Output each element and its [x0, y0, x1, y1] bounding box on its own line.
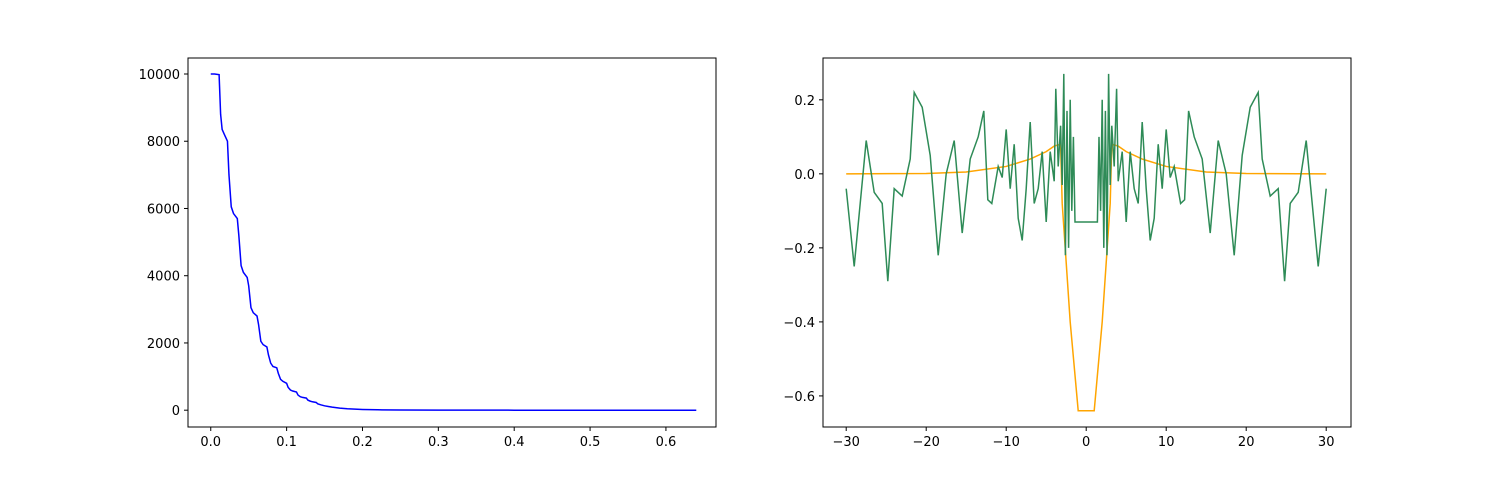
data-line	[210, 73, 697, 411]
y-tick-label: −0.6	[783, 390, 815, 405]
x-tick-label: 0	[1082, 435, 1090, 450]
y-tick-label: 4000	[147, 270, 180, 285]
y-tick-label: 0.2	[794, 94, 815, 109]
x-tick-label: 20	[1238, 435, 1255, 450]
x-tick-label: 0.6	[656, 435, 677, 450]
y-tick-label: 10000	[139, 68, 180, 83]
x-tick-label: −30	[832, 435, 859, 450]
y-tick-label: 0	[172, 404, 180, 419]
data-line	[845, 73, 1327, 282]
x-tick-label: 0.0	[200, 435, 221, 450]
x-tick-label: −10	[992, 435, 1019, 450]
data-line	[846, 143, 1327, 412]
x-tick-label: 0.1	[276, 435, 297, 450]
x-tick-label: 30	[1318, 435, 1335, 450]
y-tick-label: −0.4	[783, 316, 815, 331]
x-tick-label: 0.2	[352, 435, 373, 450]
x-tick-label: 0.3	[428, 435, 449, 450]
x-tick-label: 0.4	[504, 435, 525, 450]
axes-frame	[187, 57, 717, 428]
x-tick-label: 0.5	[580, 435, 601, 450]
y-tick-label: 0.0	[794, 168, 815, 183]
x-tick-label: 10	[1158, 435, 1175, 450]
x-tick-label: −20	[912, 435, 939, 450]
y-tick-label: 6000	[147, 202, 180, 217]
y-tick-label: −0.2	[783, 242, 815, 257]
y-tick-label: 8000	[147, 135, 180, 150]
axes-frame	[822, 57, 1352, 428]
y-tick-label: 2000	[147, 337, 180, 352]
